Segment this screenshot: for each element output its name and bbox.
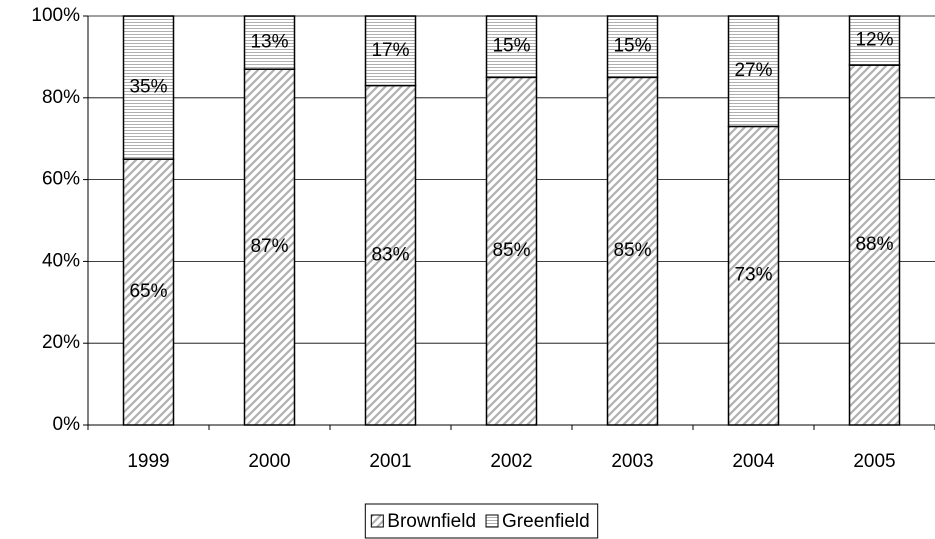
y-tick-label: 100% (31, 5, 80, 26)
bar-segment (848, 64, 901, 426)
bar-segment (243, 68, 296, 426)
legend-swatch (485, 514, 499, 528)
x-tick-label: 2004 (732, 451, 775, 472)
value-label: 85% (492, 240, 530, 261)
value-label: 13% (250, 32, 288, 53)
value-label: 17% (371, 40, 409, 61)
y-tick-label: 40% (42, 250, 80, 271)
y-tick-label: 80% (42, 87, 80, 108)
x-tick-label: 2001 (369, 451, 411, 472)
bar-segment (848, 15, 901, 66)
value-label: 27% (734, 60, 772, 81)
bar-segment (485, 76, 538, 426)
x-tick-label: 2003 (611, 451, 653, 472)
y-tick-label: 0% (53, 414, 81, 435)
y-tick-label: 20% (42, 332, 80, 353)
x-tick-label: 2002 (490, 451, 532, 472)
bar-segment (606, 15, 659, 79)
bar-segment (727, 125, 780, 426)
bar-segment (485, 15, 538, 79)
legend-swatch (370, 514, 384, 528)
legend-label: Brownfield (387, 511, 476, 532)
x-tick-label: 2005 (853, 451, 895, 472)
bar-segment (243, 15, 296, 70)
value-label: 83% (371, 244, 409, 265)
legend: Brownfield Greenfield (364, 503, 599, 539)
bar-segment (364, 15, 417, 87)
value-label: 12% (855, 30, 893, 51)
legend-label: Greenfield (502, 511, 590, 532)
bar-segment (364, 84, 417, 426)
value-label: 73% (734, 265, 772, 286)
value-label: 35% (129, 77, 167, 98)
bar-segment (727, 15, 780, 128)
value-label: 65% (129, 281, 167, 302)
value-label: 87% (250, 236, 288, 257)
bar-segment (122, 158, 175, 426)
value-label: 85% (613, 240, 651, 261)
x-tick-label: 1999 (127, 451, 169, 472)
y-tick-label: 60% (42, 169, 80, 190)
value-label: 15% (492, 36, 530, 57)
bar-segment (122, 15, 175, 160)
legend-box (364, 503, 599, 539)
bar-segment (606, 76, 659, 426)
x-tick-label: 2000 (248, 451, 290, 472)
value-label: 15% (613, 36, 651, 57)
value-label: 88% (855, 234, 893, 255)
